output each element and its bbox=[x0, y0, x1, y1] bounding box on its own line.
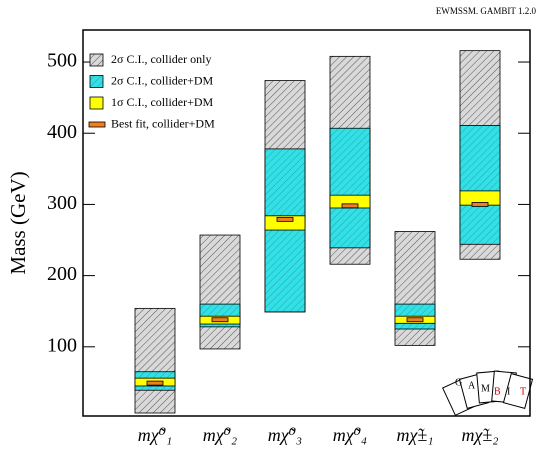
best-fit-marker bbox=[211, 317, 229, 323]
annotation: EWMSSM. GAMBIT 1.2.0 bbox=[436, 6, 537, 16]
logo-letter: I bbox=[507, 386, 510, 397]
legend-label: 1σ C.I., collider+DM bbox=[111, 95, 214, 109]
y-tick-label: 100 bbox=[47, 334, 77, 356]
range-bar bbox=[329, 127, 371, 249]
logo-letter: B bbox=[494, 386, 501, 397]
logo bbox=[442, 370, 534, 416]
x-tick-label: mχ̃⁰₄ bbox=[333, 425, 367, 445]
best-fit-marker bbox=[341, 203, 359, 209]
legend-swatch bbox=[89, 96, 104, 110]
x-tick-label: mχ̃±₁ bbox=[396, 425, 433, 445]
x-tick-label: mχ̃⁰₁ bbox=[138, 425, 172, 445]
legend-swatch bbox=[89, 75, 104, 88]
legend-label: Best fit, collider+DM bbox=[111, 116, 215, 130]
best-fit-marker bbox=[471, 202, 489, 207]
logo-letter: G bbox=[455, 377, 462, 388]
range-bar bbox=[199, 234, 241, 350]
range-bar bbox=[459, 124, 501, 245]
y-tick-label: 500 bbox=[47, 50, 77, 72]
legend-label: 2σ C.I., collider+DM bbox=[111, 73, 214, 87]
y-axis-label: Mass (GeV) bbox=[6, 171, 30, 274]
best-fit-marker bbox=[146, 380, 164, 386]
y-tick-label: 300 bbox=[47, 192, 77, 214]
logo-letter: M bbox=[481, 383, 490, 394]
best-fit-marker bbox=[276, 216, 294, 222]
x-tick-label: mχ̃±₂ bbox=[461, 425, 498, 445]
y-tick-label: 200 bbox=[47, 263, 77, 285]
legend-label: 2σ C.I., collider only bbox=[111, 52, 211, 66]
range-bar bbox=[264, 215, 306, 231]
x-tick-label: mχ̃⁰₂ bbox=[203, 425, 237, 445]
logo-letter: T bbox=[520, 386, 526, 397]
legend-swatch bbox=[88, 121, 106, 128]
x-tick-label: mχ̃⁰₃ bbox=[268, 425, 302, 445]
y-tick-label: 400 bbox=[47, 121, 77, 143]
range-bar bbox=[134, 307, 176, 414]
logo-letter: A bbox=[468, 380, 476, 391]
plot-frame bbox=[82, 29, 531, 417]
best-fit-marker bbox=[406, 317, 424, 323]
legend-swatch bbox=[89, 53, 104, 67]
